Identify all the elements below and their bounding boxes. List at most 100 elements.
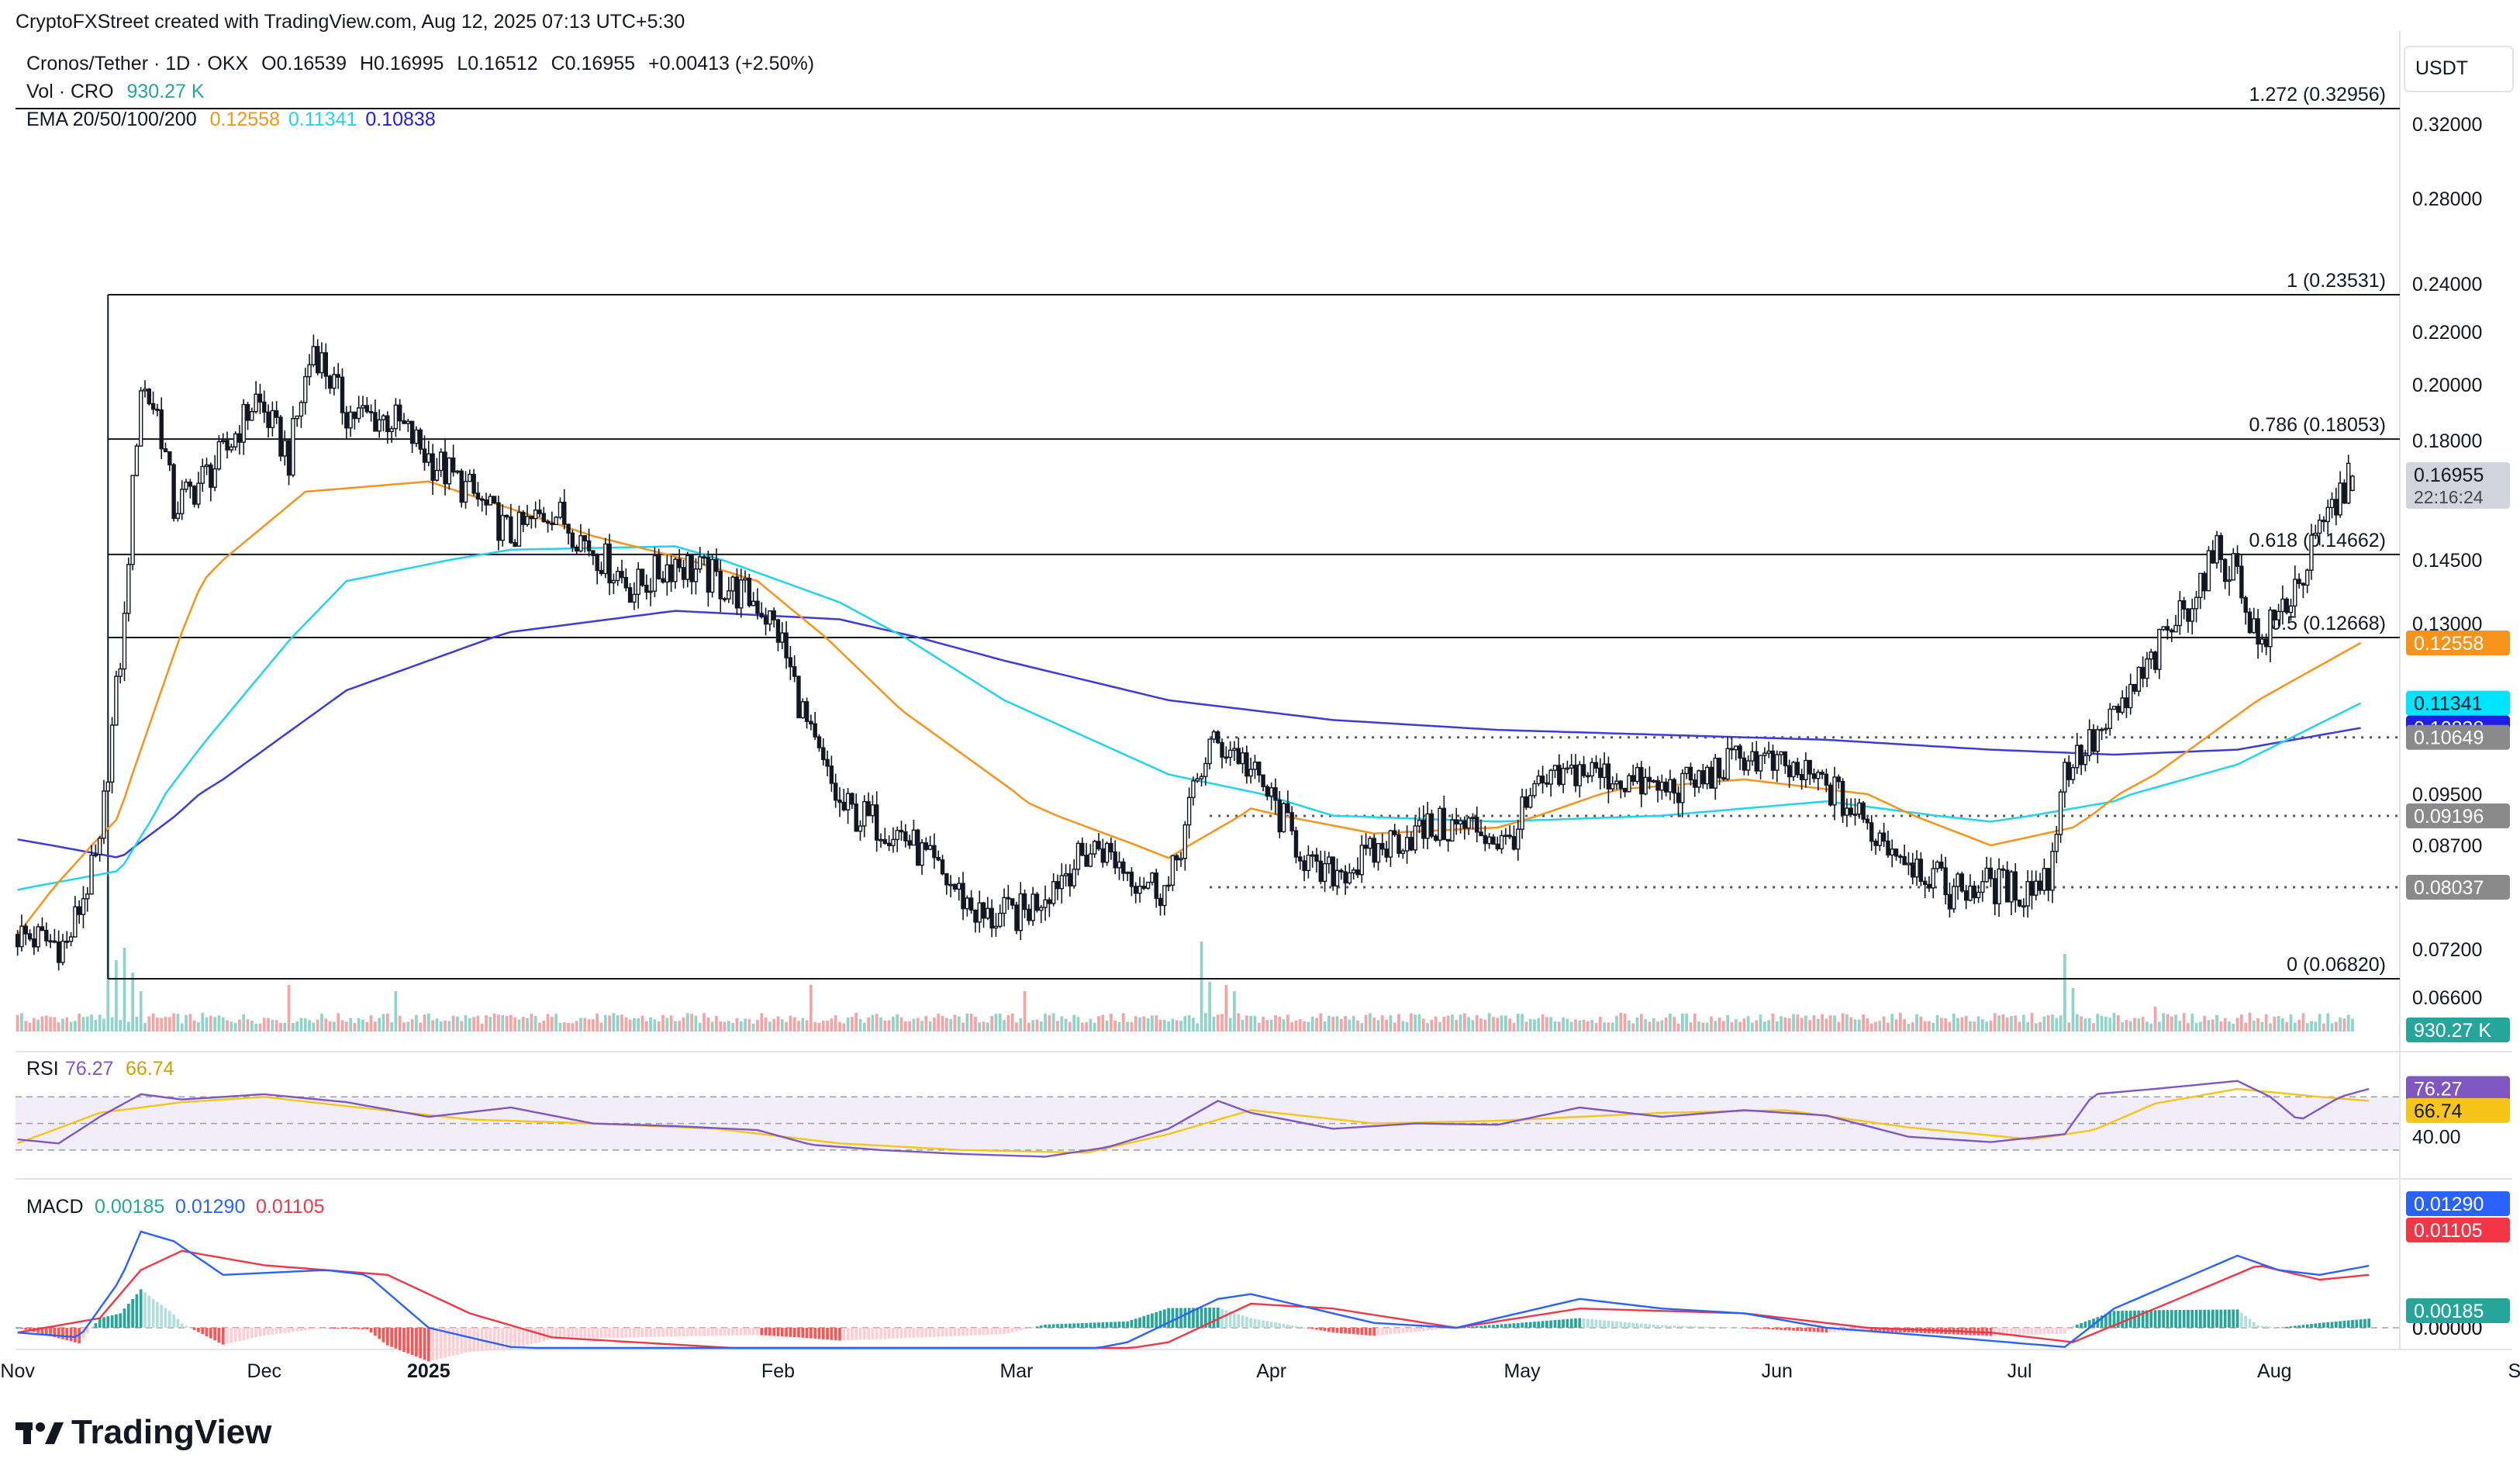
- volume-label[interactable]: Vol · CRO: [26, 81, 114, 102]
- macd-histogram-bar: [2264, 1326, 2268, 1328]
- macd-histogram-bar: [1656, 1325, 1659, 1328]
- macd-histogram-bar: [126, 1304, 130, 1328]
- macd-histogram-bar: [789, 1328, 792, 1337]
- macd-histogram-bar: [599, 1328, 603, 1339]
- volume-bar: [1545, 1017, 1548, 1031]
- macd-histogram-bar: [1685, 1325, 1689, 1328]
- volume-bar: [365, 1021, 369, 1031]
- price-axis-tick: 0.22000: [2412, 322, 2482, 344]
- rsi-value: 76.27: [65, 1058, 114, 1080]
- macd-histogram-bar: [447, 1328, 451, 1357]
- volume-bar: [2157, 1021, 2161, 1031]
- volume-bar: [1755, 1020, 1759, 1031]
- volume-bar: [2018, 1021, 2021, 1031]
- candle-body: [2322, 520, 2326, 523]
- volume-bar: [1845, 1014, 1849, 1031]
- volume-bar: [706, 1017, 710, 1031]
- volume-bar: [912, 1018, 916, 1031]
- candle-body: [1988, 867, 1994, 879]
- candle-body: [44, 929, 49, 942]
- candle-body: [377, 419, 381, 432]
- volume-bar: [1192, 1018, 1195, 1031]
- macd-histogram-bar: [2355, 1319, 2359, 1328]
- macd-histogram-bar: [1722, 1327, 1725, 1329]
- volume-bar: [1294, 1020, 1298, 1031]
- volume-bar: [899, 1017, 903, 1031]
- macd-histogram-bar: [488, 1328, 492, 1351]
- candle-body: [1322, 862, 1327, 883]
- volume-bar: [1783, 1017, 1787, 1031]
- volume-bar: [875, 1014, 879, 1031]
- volume-bar: [1862, 1014, 1865, 1031]
- volume-bar: [2260, 1021, 2264, 1031]
- volume-bar: [1812, 1015, 1816, 1031]
- macd-histogram-bar: [1697, 1326, 1700, 1328]
- candle-body: [414, 429, 419, 444]
- volume-bar: [2055, 1018, 2059, 1031]
- volume-bar: [727, 1021, 730, 1031]
- macd-histogram-bar: [1467, 1326, 1471, 1328]
- ema-label[interactable]: EMA 20/50/100/200: [26, 109, 197, 130]
- currency-selector[interactable]: [2404, 46, 2514, 92]
- macd-histogram-bar: [1710, 1326, 1713, 1328]
- candle-body: [1150, 873, 1155, 883]
- candle-body: [225, 440, 230, 451]
- candle-body: [245, 403, 250, 421]
- candle-body: [763, 616, 768, 625]
- candle-body: [1779, 751, 1783, 755]
- candle-body: [1318, 860, 1324, 883]
- candle-body: [229, 446, 234, 451]
- candle-body: [2021, 905, 2026, 908]
- volume-bar: [1533, 1019, 1536, 1031]
- volume-bar: [147, 1016, 151, 1031]
- volume-bar: [2219, 1021, 2223, 1031]
- candle-body: [952, 883, 958, 890]
- macd-histogram-bar: [1360, 1328, 1364, 1336]
- candle-body: [2157, 628, 2162, 670]
- volume-bar: [2252, 1020, 2256, 1031]
- volume-bar: [164, 1017, 167, 1031]
- candle-body: [1434, 835, 1438, 841]
- candle-body: [1039, 907, 1044, 911]
- macd-histogram-bar: [40, 1328, 44, 1335]
- candle-body: [1652, 779, 1656, 783]
- candle-body: [1993, 878, 1997, 904]
- macd-histogram-bar: [1869, 1328, 1873, 1332]
- macd-histogram-bar: [551, 1328, 554, 1339]
- volume-bar: [838, 1021, 841, 1031]
- volume-bar: [2162, 1013, 2166, 1031]
- volume-bar: [1167, 1021, 1170, 1031]
- candle-body: [759, 613, 764, 618]
- candle-body: [1141, 886, 1147, 889]
- macd-histogram-bar: [2157, 1310, 2161, 1328]
- macd-histogram-bar: [690, 1328, 693, 1336]
- volume-bar: [49, 1017, 52, 1031]
- macd-histogram-bar: [1220, 1308, 1224, 1328]
- macd-histogram-bar: [2346, 1320, 2350, 1328]
- macd-histogram-bar: [1208, 1308, 1212, 1328]
- volume-bar: [1430, 1019, 1434, 1031]
- candle-body: [1869, 822, 1874, 842]
- symbol-name[interactable]: Cronos/Tether · 1D · OKX: [26, 53, 249, 74]
- volume-bar: [1085, 1022, 1088, 1031]
- volume-value: 930.27 K: [126, 81, 205, 102]
- volume-bar: [1274, 1015, 1277, 1031]
- price-axis-tick: 0.08700: [2412, 835, 2482, 857]
- volume-bar: [1660, 1020, 1664, 1031]
- candle-body: [1627, 775, 1631, 793]
- volume-bar: [2075, 1014, 2079, 1031]
- volume-bar: [595, 1013, 599, 1031]
- candle-body: [2186, 608, 2190, 622]
- macd-badge: [2406, 1218, 2510, 1242]
- volume-bar: [2087, 1018, 2091, 1031]
- tradingview-logo[interactable]: TradingView: [16, 1413, 271, 1452]
- macd-histogram-bar: [731, 1328, 735, 1336]
- candle-body: [1417, 819, 1422, 827]
- candle-body: [1248, 769, 1253, 777]
- macd-histogram-bar: [180, 1323, 184, 1328]
- macd-histogram-bar: [546, 1328, 550, 1340]
- volume-bar: [813, 1021, 817, 1031]
- candle-body: [1598, 767, 1603, 779]
- macd-histogram-bar: [2166, 1310, 2170, 1328]
